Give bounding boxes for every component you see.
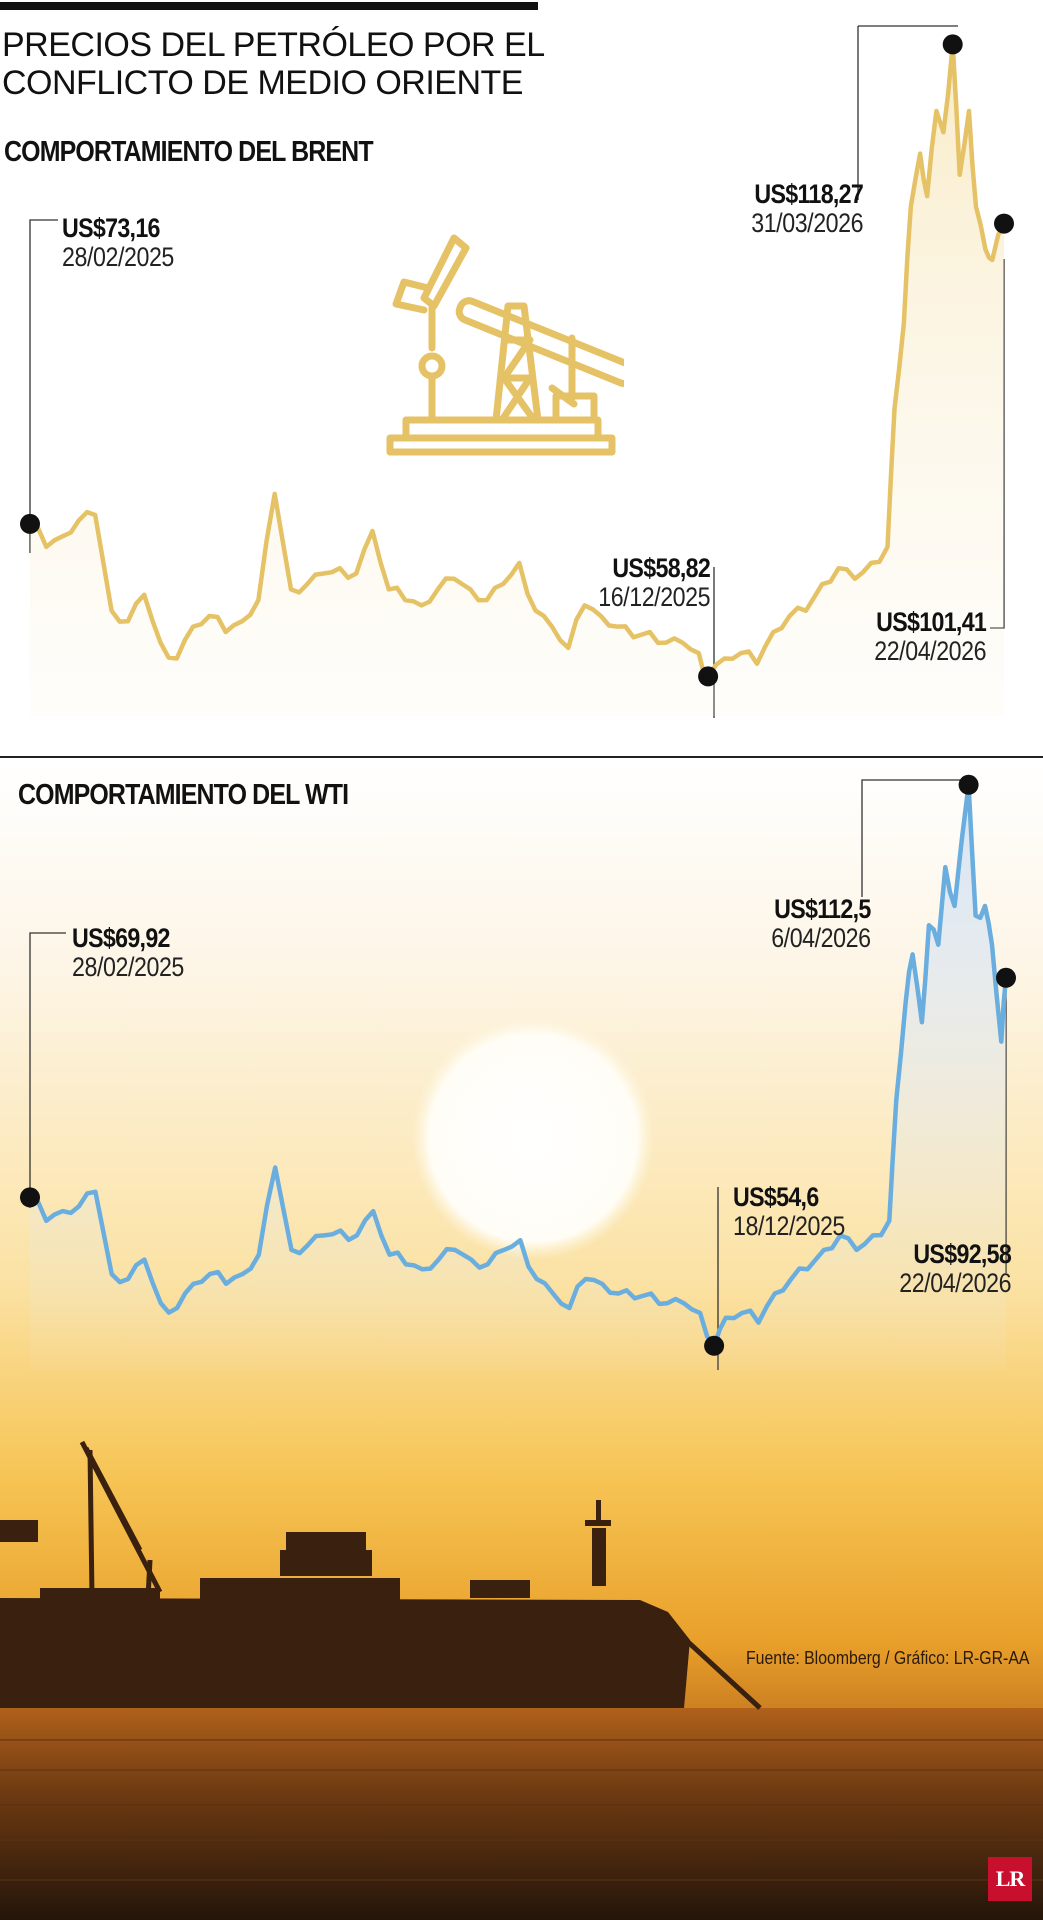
wti-max-value: US$112,5 — [774, 894, 872, 924]
wti-annotation-start: US$69,92 28/02/2025 — [72, 923, 202, 983]
wti-end-value: US$92,58 — [913, 1239, 1011, 1269]
wti-line — [28, 782, 1009, 1349]
wti-area — [30, 784, 1006, 1370]
page-title: PRECIOS DEL PETRÓLEO POR EL CONFLICTO DE… — [2, 26, 545, 102]
brent-marker-3 — [994, 213, 1014, 234]
wti-annotation-max: US$112,5 6/04/2026 — [755, 894, 872, 954]
brent-max-value: US$118,27 — [754, 179, 863, 209]
brent-marker-2 — [942, 34, 963, 55]
brent-chart-title: COMPORTAMIENTO DEL BRENT — [4, 136, 374, 168]
wti-chart-title: COMPORTAMIENTO DEL WTI — [18, 779, 349, 811]
brent-start-value: US$73,16 — [62, 213, 160, 243]
brent-end-value: US$101,41 — [876, 607, 987, 637]
brent-min-date: 16/12/2025 — [598, 582, 710, 613]
wti-marker-3 — [996, 967, 1016, 988]
page-title-line1: PRECIOS DEL PETRÓLEO POR EL — [2, 26, 545, 64]
wti-marker-1 — [704, 1335, 725, 1356]
brent-marker-1 — [698, 666, 719, 687]
lr-logo: LR — [988, 1857, 1032, 1901]
page-title-line2: CONFLICTO DE MEDIO ORIENTE — [2, 64, 523, 102]
brent-annotation-max: US$118,27 31/03/2026 — [733, 179, 864, 239]
wti-marker-0 — [20, 1187, 40, 1208]
wti-start-date: 28/02/2025 — [72, 952, 184, 983]
top-rule — [0, 2, 538, 10]
brent-annotation-start: US$73,16 28/02/2025 — [62, 213, 192, 273]
brent-annotation-min: US$58,82 16/12/2025 — [580, 553, 711, 613]
wti-marker-2 — [958, 774, 979, 795]
brent-area — [30, 44, 1004, 716]
brent-max-date: 31/03/2026 — [751, 208, 863, 239]
brent-annotation-end: US$101,41 22/04/2026 — [856, 607, 987, 667]
section-divider — [0, 756, 1043, 758]
wti-max-date: 6/04/2026 — [771, 923, 872, 954]
brent-line — [28, 42, 1006, 679]
wti-min-date: 18/12/2025 — [733, 1211, 845, 1242]
wti-min-value: US$54,6 — [733, 1182, 819, 1212]
brent-start-date: 28/02/2025 — [62, 242, 174, 273]
wti-markers — [20, 774, 1016, 1356]
brent-min-value: US$58,82 — [612, 553, 710, 583]
brent-chart — [20, 25, 1014, 718]
wti-chart — [20, 774, 1016, 1370]
wti-annotation-end: US$92,58 22/04/2026 — [881, 1239, 1012, 1299]
brent-marker-0 — [20, 513, 40, 534]
wti-start-value: US$69,92 — [72, 923, 170, 953]
oil-pumpjack-icon — [386, 234, 624, 456]
source-credit: Fuente: Bloomberg / Gráfico: LR-GR-AA — [746, 1648, 1030, 1668]
brent-markers — [20, 34, 1014, 687]
brent-end-date: 22/04/2026 — [874, 636, 986, 667]
wti-annotation-min: US$54,6 18/12/2025 — [733, 1182, 863, 1242]
wti-end-date: 22/04/2026 — [899, 1268, 1011, 1299]
